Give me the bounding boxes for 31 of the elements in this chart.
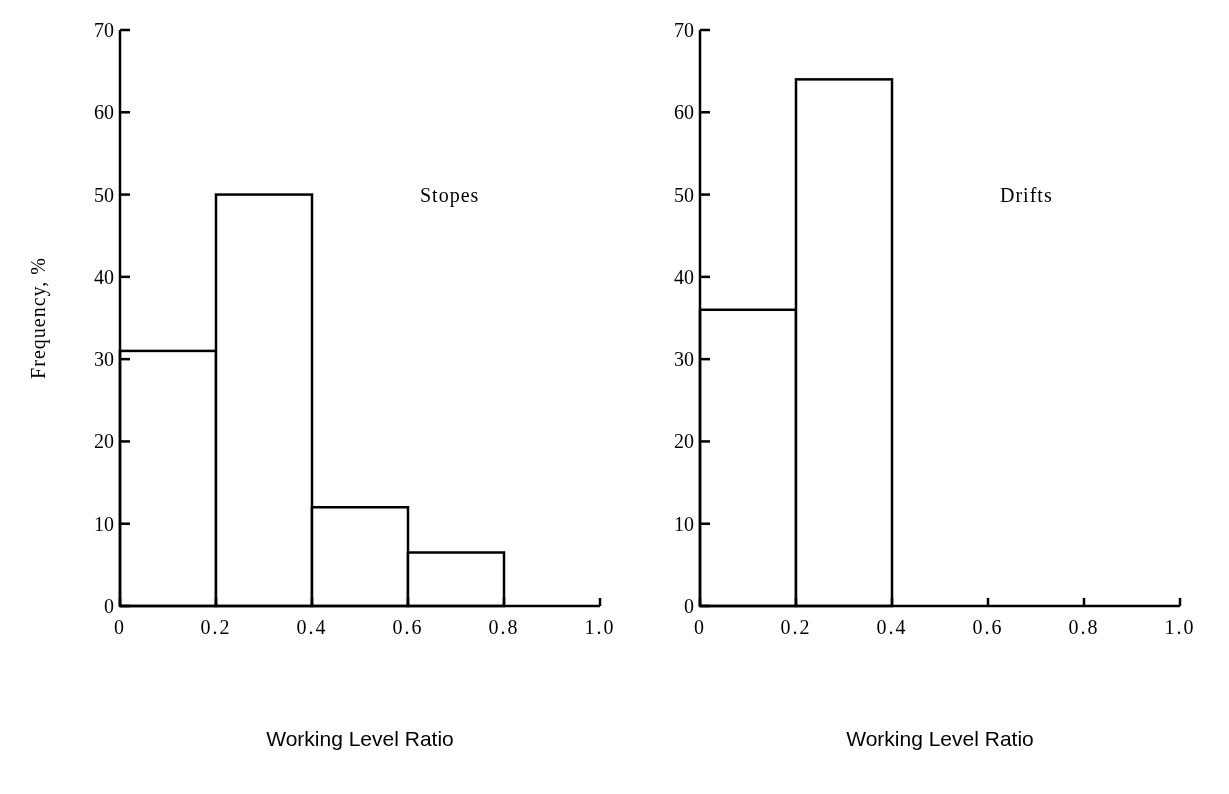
x-tick-label: 0.2 — [200, 616, 232, 638]
y-tick-label: 60 — [674, 101, 694, 124]
y-tick-label: 10 — [674, 512, 694, 535]
x-tick-label: 0.8 — [488, 616, 520, 638]
y-tick-label: 20 — [94, 430, 114, 453]
x-tick-label: 0.6 — [392, 616, 424, 638]
x-tick-label: 1.0 — [1164, 616, 1196, 638]
y-tick-label: 30 — [674, 348, 694, 371]
x-tick-label: 0.2 — [780, 616, 812, 638]
x-axis-title: Working Level Ratio — [266, 727, 454, 750]
text: Stopes — [420, 183, 480, 207]
x-tick-label: 1.0 — [584, 616, 616, 638]
x-axis-title: Working Level Ratio — [846, 727, 1034, 750]
y-tick-label: 10 — [94, 512, 114, 535]
y-tick-label: 0 — [684, 595, 694, 617]
y-tick-label: 40 — [674, 265, 694, 288]
y-tick-label: 70 — [94, 19, 114, 41]
y-tick-label: 70 — [674, 19, 694, 41]
x-tick-label: 0.4 — [876, 616, 908, 638]
x-tick-label: 0.6 — [972, 616, 1004, 638]
y-tick-label: 50 — [94, 183, 114, 206]
y-axis-title: Frequency, % — [27, 257, 50, 379]
x-tick-label: 0.8 — [1068, 616, 1100, 638]
y-tick-label: 30 — [94, 348, 114, 371]
y-tick-label: 40 — [94, 265, 114, 288]
text: Drifts — [1000, 183, 1053, 206]
y-tick-label: 0 — [104, 595, 114, 617]
y-tick-label: 50 — [674, 183, 694, 206]
y-tick-label: 60 — [94, 101, 114, 124]
y-tick-label: 20 — [674, 430, 694, 453]
x-tick-label: 0.4 — [296, 616, 328, 638]
